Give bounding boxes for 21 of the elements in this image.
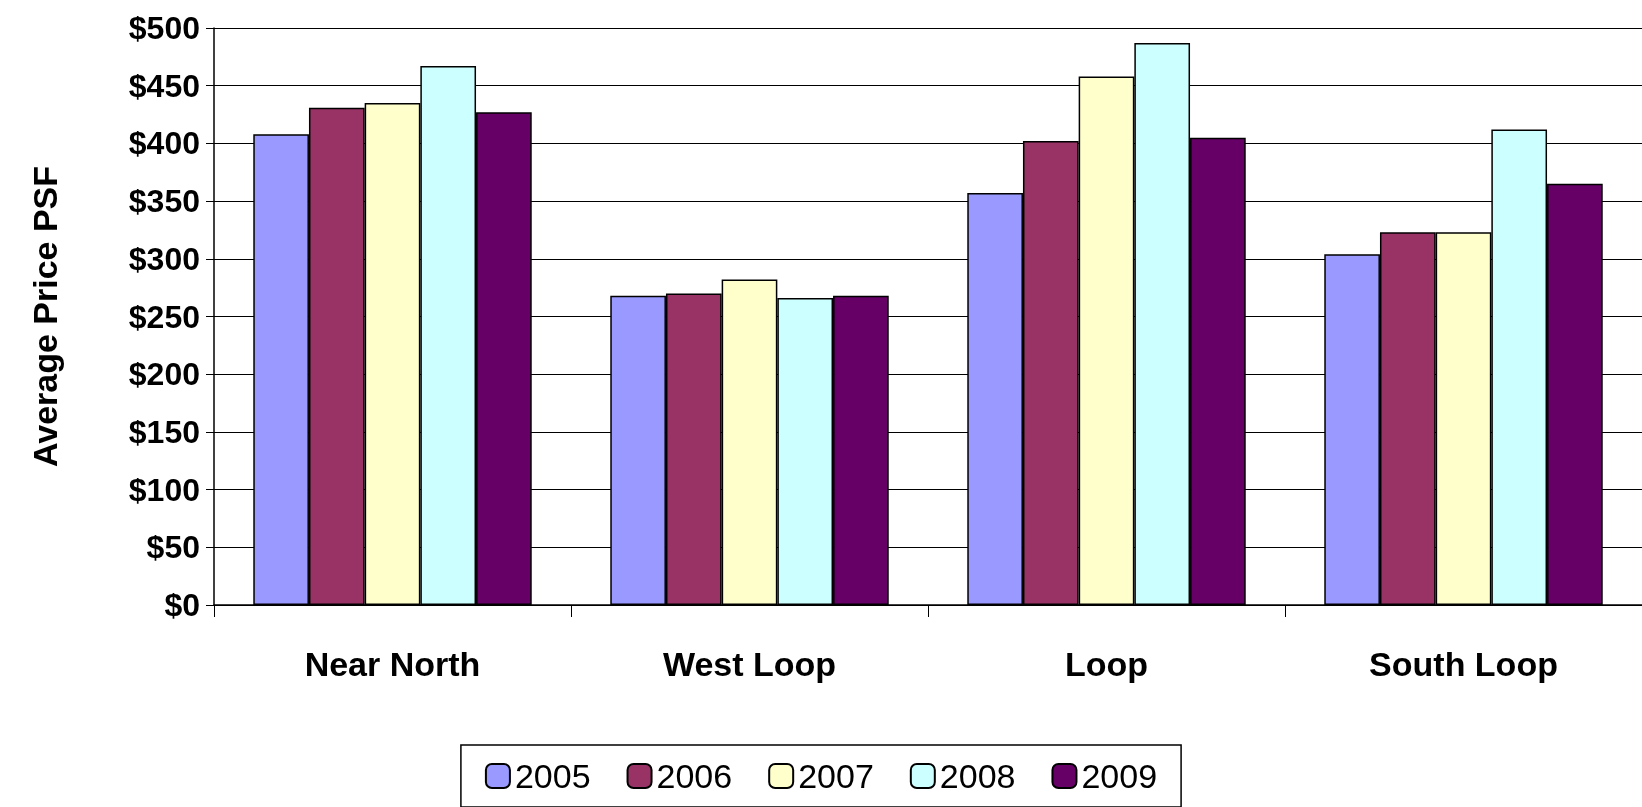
y-tick-label: $200 [128,356,200,393]
x-tick-label: South Loop [1369,645,1558,683]
y-tick-label: $150 [128,413,200,450]
y-tick-label: $100 [128,471,200,508]
legend-label: 2005 [514,757,591,795]
y-tick-label: $0 [164,587,200,623]
legend-label: 2009 [1081,757,1158,795]
y-tick-label: $450 [128,67,200,104]
y-tick-label: $250 [128,298,200,335]
y-tick-label: $400 [128,125,200,162]
legend-label: 2006 [656,757,733,795]
x-tick-label: Loop [1064,645,1149,683]
y-tick-label: $50 [146,529,200,566]
y-axis-title: Average Price PSF [26,165,64,468]
y-tick-label: $500 [128,10,200,46]
x-tick-label: Near North [304,645,481,683]
x-tick-label: West Loop [662,645,837,683]
legend-label: 2007 [798,757,874,795]
y-tick-label: $350 [128,183,200,220]
legend-label: 2008 [939,757,1016,795]
y-tick-label: $300 [128,240,200,277]
